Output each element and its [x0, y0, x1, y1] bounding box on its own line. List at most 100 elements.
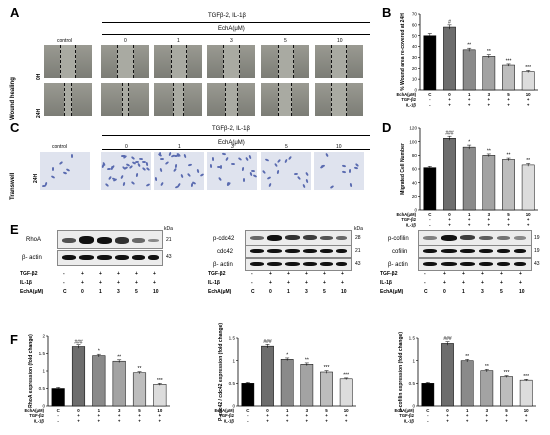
wound-image-24h-5	[261, 83, 309, 116]
col-label-a-0: 0	[124, 38, 127, 44]
protein-p-cdc42: p-cdc42	[213, 236, 235, 242]
bar-D-5	[502, 159, 515, 211]
blot-cond-value: +	[117, 271, 120, 277]
blot-cond-value: 0	[269, 289, 272, 295]
wound-image-0h-5	[261, 45, 309, 78]
condition-value-F2: +	[345, 418, 348, 423]
condition-value-D: +	[468, 222, 471, 227]
condition-value-F1: +	[159, 418, 162, 423]
blot-cond-value: C	[63, 289, 67, 295]
bar-F3-1	[460, 360, 474, 407]
condition-value-F3: 0	[446, 408, 449, 413]
condition-value-D: 10	[526, 212, 531, 217]
condition-value-B: +	[488, 102, 491, 107]
y-tick-label-B: 10	[412, 77, 418, 82]
kda-p-cofilin: 19	[534, 235, 540, 241]
blot-cond-value: +	[462, 271, 465, 277]
y-tick-label-B: 50	[412, 33, 418, 38]
blot-cond-value: +	[443, 271, 446, 277]
y-tick-label-D: 60	[412, 167, 418, 172]
significance-F2: ###	[263, 339, 272, 345]
condition-value-B: 0	[448, 92, 451, 97]
condition-row-label-F1: EchA(μM)	[24, 408, 44, 413]
significance-B: **	[467, 43, 471, 49]
bar-B-5	[502, 64, 515, 91]
bar-F1-5	[132, 372, 147, 407]
blot-cond-value: +	[117, 280, 120, 286]
kda-actin-mid: 43	[355, 261, 361, 267]
protein-rhoa: RhoA	[26, 237, 42, 243]
blot-cond-value: +	[341, 271, 344, 277]
condition-value-B: 1	[468, 92, 471, 97]
kda-label-mid: kDa	[354, 226, 363, 232]
wound-image-0h-1	[154, 45, 202, 78]
blot-cofilin	[418, 245, 532, 258]
blot-actin-mid	[245, 258, 352, 271]
condition-value-D: +	[507, 217, 510, 222]
blot-row-label-il1: IL-1β	[208, 280, 220, 286]
condition-value-F2: -	[247, 413, 249, 418]
condition-row-label-F1: IL-1β	[34, 418, 44, 423]
condition-value-F3: -	[427, 418, 429, 423]
blot-cond-value: 5	[135, 289, 138, 295]
significance-D: ###	[445, 131, 454, 137]
blot-cond-value: +	[269, 271, 272, 277]
bar-F1-1	[92, 355, 106, 407]
significance-B: #	[448, 19, 451, 25]
condition-value-D: +	[488, 217, 491, 222]
kda-label-left: kDa	[164, 226, 173, 232]
blot-cond-value: +	[500, 280, 503, 286]
y-tick-label-F2: 0.5	[229, 381, 236, 386]
blot-rhoa	[57, 230, 163, 249]
y-tick-label-F2: 1	[232, 358, 235, 363]
blot-cond-value: -	[424, 271, 426, 277]
condition-value-F1: +	[138, 418, 141, 423]
blot-cond-value: 0	[443, 289, 446, 295]
blot-cdc42	[245, 245, 352, 258]
blot-cond-value: -	[251, 280, 253, 286]
y-axis-title-F3: p-cofilin expression (fold change)	[398, 332, 404, 412]
condition-value-F3: +	[466, 418, 469, 423]
condition-value-D: +	[527, 222, 530, 227]
significance-F1: **	[138, 366, 142, 372]
blot-cond-value: +	[287, 271, 290, 277]
blot-cond-value: 5	[323, 289, 326, 295]
y-tick-label-F1: 2	[42, 334, 45, 339]
blot-row-label-il1: IL-1β	[380, 280, 392, 286]
echa-bracket-a	[102, 34, 370, 35]
bar-F3-3	[480, 370, 494, 407]
significance-B: **	[487, 49, 491, 55]
blot-cond-value: -	[63, 271, 65, 277]
y-tick-label-F3: 0	[412, 404, 415, 409]
treatment-label-a: TGFβ-2, IL-1β	[208, 13, 246, 19]
condition-value-B: +	[527, 102, 530, 107]
condition-row-label-F2: EchA(μM)	[214, 408, 234, 413]
col-label-a-1: 1	[177, 38, 180, 44]
condition-row-label-F3: EchA(μM)	[394, 408, 414, 413]
blot-cond-value: +	[341, 280, 344, 286]
treatment-bracket-a	[102, 22, 370, 23]
condition-value-B: +	[468, 102, 471, 107]
condition-row-label-F2: TGF-β2	[219, 413, 234, 418]
protein-actin-right: β- actin	[388, 262, 408, 268]
kda-actin-left: 43	[166, 254, 172, 260]
blot-row-label-echa: EchA(μM)	[380, 289, 404, 295]
condition-value-F2: +	[306, 418, 309, 423]
condition-row-label-B: IL-1β	[406, 102, 416, 107]
blot-cond-value: +	[153, 280, 156, 286]
condition-value-B: 5	[507, 92, 510, 97]
condition-value-F1: C	[57, 408, 61, 413]
condition-value-D: 5	[507, 212, 510, 217]
bar-F1-0	[71, 346, 86, 407]
transwell-image-control	[40, 152, 90, 190]
protein-cofilin: cofilin	[392, 249, 408, 255]
condition-value-F3: +	[486, 418, 489, 423]
condition-value-F1: +	[77, 418, 80, 423]
significance-F1: **	[117, 354, 121, 360]
bar-B-1	[462, 49, 476, 91]
y-axis-title-D: Migrated Cell Number	[400, 143, 406, 195]
condition-value-F1: +	[77, 413, 80, 418]
condition-value-F1: +	[98, 413, 101, 418]
y-tick-label-F1: 1.5	[39, 351, 46, 356]
